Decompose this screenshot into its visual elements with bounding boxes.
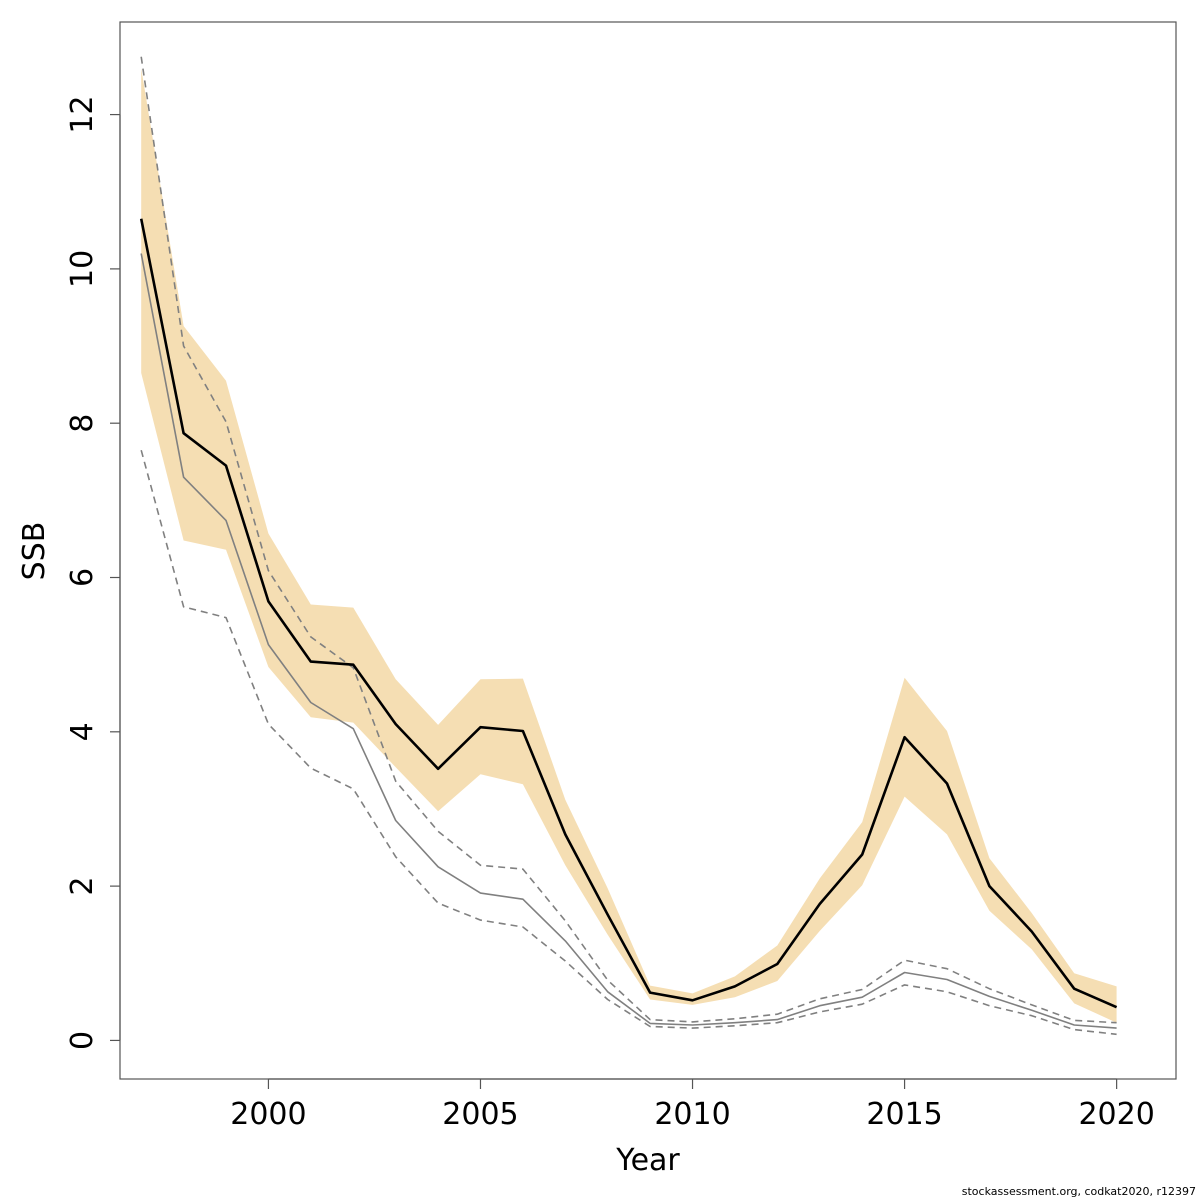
confidence-band-layer xyxy=(141,68,1117,1023)
x-tick-label: 2020 xyxy=(1078,1097,1154,1132)
series-layer xyxy=(139,56,1118,1036)
y-tick-label: 4 xyxy=(65,722,100,741)
y-tick-label: 2 xyxy=(65,877,100,896)
confidence-band xyxy=(141,68,1117,1023)
y-tick-label: 10 xyxy=(65,250,100,288)
x-axis-title: Year xyxy=(615,1143,680,1178)
x-tick-label: 2000 xyxy=(230,1097,306,1132)
x-tick-label: 2010 xyxy=(654,1097,730,1132)
footnote: stockassessment.org, codkat2020, r12397 xyxy=(961,1185,1196,1198)
x-axis: 2000 2005 2010 2015 2020 xyxy=(230,1078,1155,1132)
x-tick-label: 2005 xyxy=(442,1097,518,1132)
series-line-dashed-2 xyxy=(140,56,1117,1024)
y-axis: 0 2 4 6 8 10 12 xyxy=(65,95,121,1050)
y-tick-label: 12 xyxy=(65,95,100,133)
series-line-dashed-3 xyxy=(140,449,1117,1036)
y-tick-label: 0 xyxy=(65,1031,100,1050)
y-tick-label: 8 xyxy=(65,414,100,433)
x-tick-label: 2015 xyxy=(866,1097,942,1132)
y-tick-label: 6 xyxy=(65,568,100,587)
y-axis-title: SSB xyxy=(17,522,52,581)
series-line-0 xyxy=(139,218,1118,1009)
series-line-1 xyxy=(140,253,1117,1029)
